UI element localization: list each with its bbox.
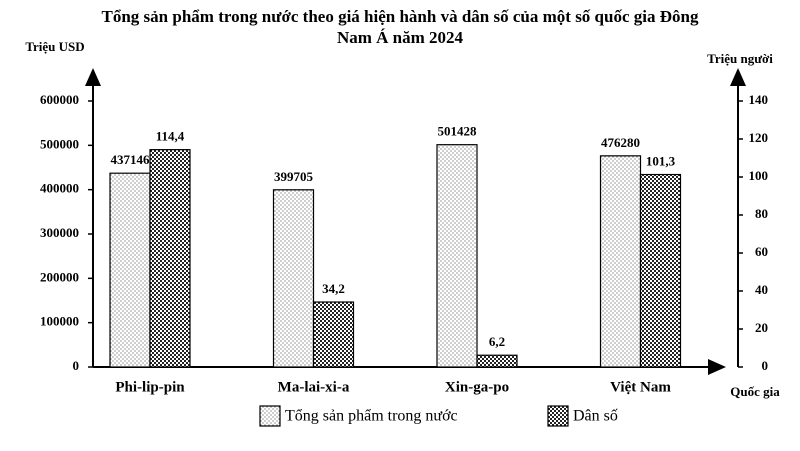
data-label: 6,2	[489, 334, 505, 349]
data-label: 476280	[601, 135, 640, 150]
x-tick-label: Phi-lip-pin	[115, 379, 185, 395]
bar	[639, 173, 682, 368]
chart-title: Tổng sản phẩm trong nước theo giá hiện h…	[101, 7, 699, 47]
y2-tick-label: 20	[755, 320, 768, 335]
y2-tick-label: 100	[749, 168, 769, 183]
y-tick-label: 400000	[40, 181, 79, 196]
data-label: 34,2	[322, 281, 345, 296]
legend-label: Dân số	[573, 408, 618, 425]
legend-swatch	[259, 405, 281, 427]
x-tick-label: Việt Nam	[610, 379, 671, 395]
bar	[599, 155, 642, 368]
bar	[272, 189, 315, 368]
data-label: 501428	[438, 124, 478, 139]
x-tick-label: Xin-ga-po	[445, 379, 509, 395]
data-label: 399705	[274, 169, 314, 184]
y-tick-label: 0	[73, 358, 80, 373]
bar	[436, 144, 478, 368]
data-label: 101,3	[646, 154, 676, 169]
y2-tick-label: 120	[749, 130, 769, 145]
bar	[312, 301, 355, 368]
y2-tick-label: 60	[755, 244, 768, 259]
data-label: 437146	[111, 152, 151, 167]
y-tick-label: 300000	[40, 225, 79, 240]
bar	[109, 172, 151, 368]
y2-tick-label: 80	[755, 206, 768, 221]
legend-label: Tổng sản phẩm trong nước	[285, 408, 458, 425]
y-tick-label: 500000	[40, 136, 79, 151]
x-axis-label: Quốc gia	[730, 384, 780, 399]
y2-axis-label: Triệu người	[707, 51, 773, 66]
y-tick-label: 100000	[40, 314, 79, 329]
y-tick-label: 600000	[40, 92, 79, 107]
y-tick-label: 200000	[40, 269, 79, 284]
y-axis-label: Triệu USD	[25, 39, 84, 54]
legend-swatch	[547, 405, 569, 427]
y2-tick-label: 0	[762, 358, 769, 373]
bar	[476, 354, 518, 368]
y2-tick-label: 40	[755, 282, 768, 297]
x-tick-label: Ma-lai-xi-a	[278, 379, 350, 395]
bar	[149, 149, 191, 368]
y2-tick-label: 140	[749, 92, 769, 107]
data-label: 114,4	[156, 129, 185, 144]
